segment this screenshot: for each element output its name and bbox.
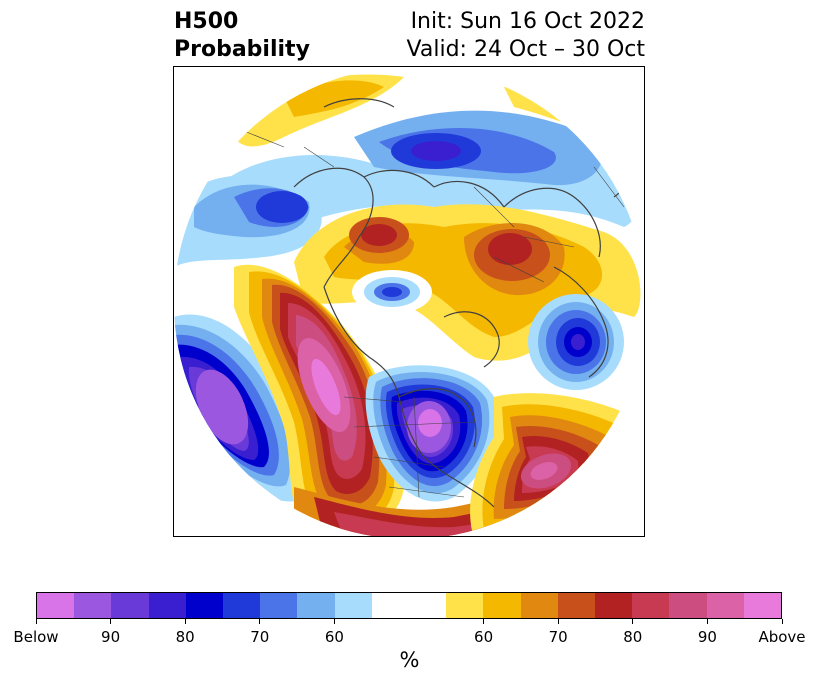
colorbar-tick-label: 60: [474, 628, 494, 646]
colorbar-tick-label: 80: [623, 628, 643, 646]
anomaly-northwest-europe: [528, 294, 624, 390]
colorbar-segment: [706, 593, 744, 618]
colorbar-segment: [74, 593, 112, 618]
colorbar-tick-mark: [110, 619, 112, 624]
colorbar-segment: [334, 593, 372, 618]
anomaly-polar-low: [352, 270, 432, 314]
colorbar-segment: [557, 593, 596, 618]
valid-range: Valid: 24 Oct – 30 Oct: [406, 37, 645, 62]
colorbar-segment: [260, 593, 298, 618]
colorbar-tick-label: Below: [13, 628, 59, 646]
colorbar-segment: [371, 593, 447, 618]
init-date: Init: Sun 16 Oct 2022: [410, 9, 645, 34]
colorbar-tick-label: 80: [175, 628, 195, 646]
colorbar-segment: [669, 593, 707, 618]
colorbar-tick-label: 70: [250, 628, 270, 646]
anomaly-western-north-america: [234, 264, 404, 534]
colorbar-segment: [223, 593, 261, 618]
colorbar-tick-mark: [259, 619, 261, 624]
colorbar-tick-label: 70: [548, 628, 568, 646]
colorbar-segment: [483, 593, 521, 618]
political-boundaries: [233, 126, 625, 498]
colorbar-tick-mark: [781, 619, 783, 624]
colorbar-segment: [185, 593, 224, 618]
colorbar-tick-mark: [35, 619, 37, 624]
colorbar-tick-label: 90: [101, 628, 121, 646]
colorbar-tick-label: Above: [758, 628, 806, 646]
map-svg: [174, 67, 644, 536]
colorbar-segment: [595, 593, 633, 618]
probability-map: [173, 66, 645, 537]
title-variable: H500: [174, 9, 239, 34]
map-dates: Init: Sun 16 Oct 2022 Valid: 24 Oct – 30…: [407, 8, 645, 64]
colorbar-tick-mark: [184, 619, 186, 624]
colorbar-tick-mark: [333, 619, 335, 624]
colorbar-segment: [446, 593, 484, 618]
colorbar-segment: [37, 593, 75, 618]
title-product: Probability: [174, 37, 310, 62]
colorbar-tick-mark: [632, 619, 634, 624]
colorbar-tick-mark: [706, 619, 708, 624]
colorbar-tick-label: 60: [324, 628, 344, 646]
colorbar-segment: [743, 593, 782, 618]
colorbar-segment: [520, 593, 558, 618]
anomaly-north-pacific: [194, 110, 638, 259]
colorbar: [36, 592, 782, 619]
colorbar-unit: %: [399, 648, 420, 672]
colorbar-segment: [111, 593, 149, 618]
colorbar-segment: [297, 593, 335, 618]
anomaly-east-asia: [174, 175, 322, 267]
colorbar-tick-mark: [557, 619, 559, 624]
map-title: H500 Probability: [174, 8, 310, 64]
anomaly-central-north-america: [365, 365, 497, 502]
colorbar-segment: [632, 593, 670, 618]
colorbar-tick-label: 90: [697, 628, 717, 646]
colorbar-segment: [148, 593, 186, 618]
colorbar-tick-mark: [483, 619, 485, 624]
anomaly-eastern-pacific: [174, 314, 308, 502]
